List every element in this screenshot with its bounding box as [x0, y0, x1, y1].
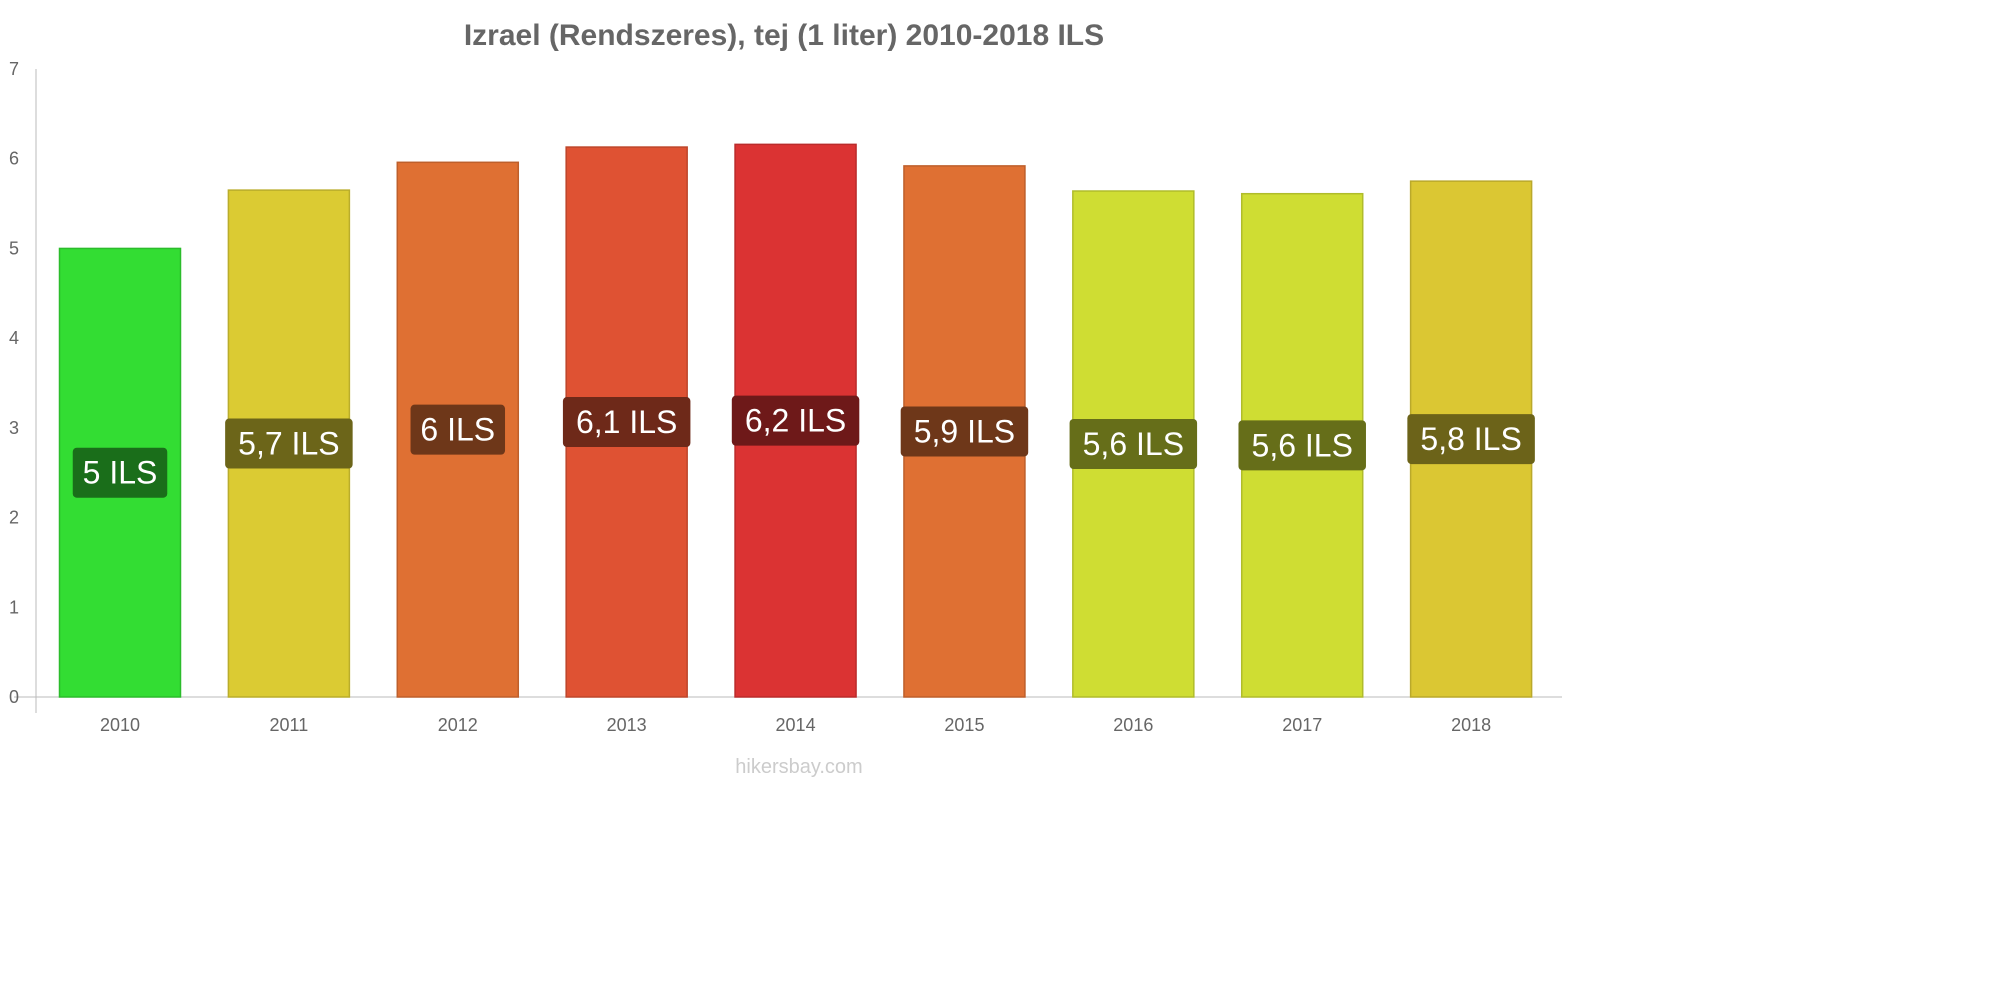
- value-label-2015: 5,9 ILS: [914, 413, 1015, 449]
- value-label-bg-2018: [1407, 414, 1535, 465]
- y-tick-label: 0: [9, 687, 19, 707]
- value-label-bg-2010: [72, 447, 168, 498]
- value-label-bg-2013: [562, 397, 691, 448]
- x-tick-label-2011: 2011: [270, 715, 309, 735]
- x-axis-ticks: 2010 2011 2012 2013 2014 2015 2016 2017 2018: [100, 715, 1491, 735]
- chart-title: Izrael (Rendszeres), tej (1 liter) 2010-…: [464, 19, 1104, 52]
- value-label-2017: 5,6 ILS: [1252, 427, 1353, 463]
- value-label-bg-2011: [225, 418, 353, 469]
- value-label-bg-2017: [1238, 420, 1366, 471]
- value-label-2014: 6,2 ILS: [745, 403, 846, 439]
- y-tick-label: 6: [9, 149, 19, 169]
- x-tick-label-2014: 2014: [776, 715, 816, 735]
- value-label-2013: 6,1 ILS: [576, 404, 677, 440]
- x-tick-label-2017: 2017: [1282, 715, 1322, 735]
- value-label-bg-2014: [731, 395, 860, 446]
- x-tick-label-2018: 2018: [1451, 715, 1491, 735]
- x-tick-label-2013: 2013: [607, 715, 647, 735]
- chart-container: Izrael (Rendszeres), tej (1 liter) 2010-…: [9, 19, 1562, 778]
- x-tick-label-2016: 2016: [1113, 715, 1153, 735]
- y-tick-label: 3: [9, 418, 19, 438]
- value-label-bg-2015: [900, 406, 1029, 457]
- value-label-2016: 5,6 ILS: [1083, 426, 1184, 462]
- value-label-bg-2016: [1069, 419, 1198, 470]
- x-tick-label-2010: 2010: [100, 715, 140, 735]
- value-label-2012: 6 ILS: [420, 412, 495, 448]
- y-tick-label: 7: [9, 59, 19, 79]
- x-tick-label-2015: 2015: [944, 715, 984, 735]
- y-tick-label: 1: [9, 597, 19, 617]
- x-tick-label-2012: 2012: [438, 715, 478, 735]
- y-axis-ticks: 0 1 2 3 4 5 6 7: [9, 59, 19, 707]
- y-tick-label: 4: [9, 328, 19, 348]
- value-label-2018: 5,8 ILS: [1420, 421, 1521, 457]
- footer-watermark: hikersbay.com: [735, 756, 862, 778]
- value-label-2011: 5,7 ILS: [238, 426, 339, 462]
- value-label-bg-2012: [410, 404, 506, 455]
- value-label-2010: 5 ILS: [83, 455, 158, 491]
- value-labels: 5 ILS 5,7 ILS 6 ILS 6,1 ILS 6,2 ILS 5,9 ILS 5,…: [72, 395, 1535, 498]
- y-tick-label: 5: [9, 238, 19, 258]
- bar-chart: Izrael (Rendszeres), tej (1 liter) 2010-…: [9, 19, 1562, 778]
- y-tick-label: 2: [9, 508, 19, 528]
